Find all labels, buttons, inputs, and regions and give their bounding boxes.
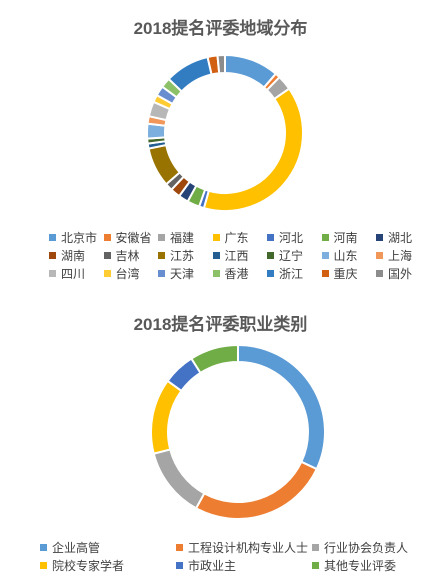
legend-label: 院校专家学者: [52, 559, 125, 573]
legend-swatch: [321, 234, 329, 241]
legend-item: 江苏: [158, 247, 194, 264]
donut-slice-国外: [216, 53, 226, 75]
legend-swatch: [321, 252, 329, 259]
legend-item: 山东: [321, 247, 358, 264]
legend-item: 河南: [321, 229, 358, 246]
legend-item: 安徽省: [103, 229, 152, 246]
legend-item: 河北: [267, 229, 303, 246]
legend-item: 浙江: [267, 265, 303, 282]
legend-swatch: [376, 270, 383, 277]
legend-item: 企业高管: [40, 539, 100, 556]
legend-item: 吉林: [103, 247, 140, 264]
legend-label: 其他专业评委: [324, 559, 397, 573]
legend-label: 广东: [224, 231, 249, 245]
legend-label: 浙江: [279, 267, 304, 281]
legend-label: 湖南: [61, 249, 86, 263]
legend-label: 河南: [333, 231, 358, 245]
legend-item: 福建: [158, 229, 194, 246]
legend-swatch: [312, 544, 319, 551]
legend-swatch: [376, 234, 383, 241]
occupation-donut: [150, 343, 326, 520]
legend-item: 广东: [212, 229, 249, 246]
legend-label: 工程设计机构专业人士: [188, 541, 309, 555]
region-distribution-chart: 2018提名评委地域分布 北京市 安徽省 福建 广东 河北 河南 湖北湖南 吉林 江苏 江西 辽宁 山…: [49, 19, 412, 282]
legend-label: 江苏: [170, 249, 195, 263]
donut-slice-工程设计机构专业人士: [194, 460, 319, 520]
legend-swatch: [103, 252, 111, 259]
legend-swatch: [176, 562, 183, 569]
legend-label: 湖北: [388, 231, 413, 245]
legend-item: 北京市: [49, 229, 97, 246]
donut-slice-其他专业评委: [190, 343, 239, 375]
chart-title: 2018提名评委职业类别: [133, 315, 308, 334]
legend-label: 香港: [224, 267, 249, 281]
legend-swatch: [158, 252, 165, 259]
legend-item: 工程设计机构专业人士: [176, 539, 308, 556]
legend-item: 国外: [376, 265, 412, 282]
legend-label: 上海: [388, 249, 413, 263]
legend-swatch: [40, 562, 47, 569]
legend-item: 辽宁: [267, 247, 303, 264]
legend-item: 湖北: [376, 229, 412, 246]
legend-swatch: [312, 562, 319, 569]
legend-item: 天津: [158, 265, 194, 282]
legend-label: 江西: [224, 249, 249, 263]
legend-item: 台湾: [103, 265, 140, 282]
legend-swatch: [49, 270, 56, 277]
legend-swatch: [212, 252, 220, 259]
legend-label: 市政业主: [188, 559, 237, 573]
chart-title: 2018提名评委地域分布: [133, 19, 308, 38]
legend-label: 台湾: [115, 267, 140, 281]
legend-label: 安徽省: [115, 231, 152, 245]
donut-slice-企业高管: [237, 343, 326, 471]
legend-label: 四川: [61, 267, 86, 281]
legend-swatch: [49, 252, 56, 259]
legend-swatch: [103, 234, 111, 241]
legend-label: 吉林: [115, 249, 140, 263]
donut-slice-浙江: [167, 55, 213, 93]
legend-item: 其他专业评委: [312, 557, 396, 574]
legend-label: 河北: [279, 231, 304, 245]
legend-label: 北京市: [61, 231, 98, 245]
legend-swatch: [267, 252, 274, 259]
legend-swatch: [176, 544, 183, 551]
legend-swatch: [267, 270, 274, 277]
legend-item: 行业协会负责人: [312, 539, 408, 556]
legend-swatch: [158, 270, 165, 277]
legend-item: 四川: [49, 265, 85, 282]
legend-label: 天津: [170, 267, 195, 281]
legend-item: 重庆: [321, 265, 358, 282]
legend-swatch: [376, 252, 383, 259]
legend-swatch: [212, 234, 220, 241]
donut-slice-广东: [202, 87, 304, 212]
donut-slice-行业协会负责人: [152, 448, 206, 510]
legend-item: 江西: [212, 247, 249, 264]
legend-swatch: [103, 270, 111, 277]
legend-swatch: [158, 234, 165, 241]
legend-item: 上海: [376, 247, 412, 264]
legend-item: 市政业主: [176, 557, 236, 574]
legend-swatch: [40, 544, 47, 551]
legend-label: 山东: [333, 249, 358, 263]
legend-swatch: [267, 234, 274, 241]
legend-item: 香港: [212, 265, 249, 282]
donut-slice-院校专家学者: [150, 379, 183, 455]
legend-label: 辽宁: [279, 249, 304, 263]
legend-swatch: [321, 270, 329, 277]
legend-item: 院校专家学者: [40, 557, 124, 574]
legend-label: 行业协会负责人: [324, 541, 409, 555]
legend-label: 国外: [388, 267, 413, 281]
legend-item: 湖南: [49, 247, 85, 264]
legend-label: 企业高管: [52, 541, 101, 555]
legend-swatch: [212, 270, 220, 277]
legend-label: 福建: [170, 231, 195, 245]
legend-swatch: [49, 234, 56, 241]
region-donut: [146, 53, 304, 212]
legend-label: 重庆: [333, 267, 358, 281]
occupation-chart: 2018提名评委职业类别 企业高管 工程设计机构专业人士 行业协会负责人院校专家学者…: [0, 300, 441, 579]
